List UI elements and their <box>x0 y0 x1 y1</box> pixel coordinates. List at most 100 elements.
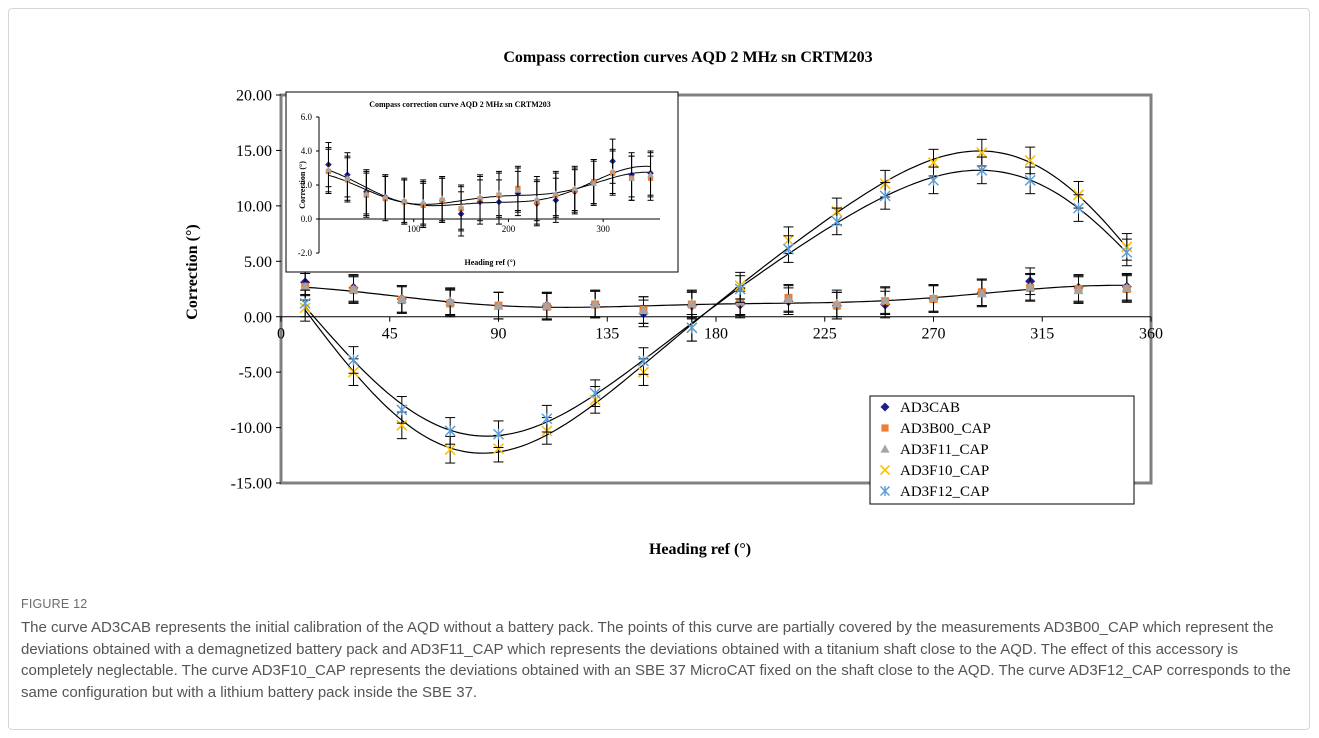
data-point <box>1024 174 1036 186</box>
main-plot: -15.00-10.00-5.000.005.0010.0015.0020.00… <box>231 88 1163 493</box>
data-point <box>638 355 649 367</box>
data-point <box>976 288 987 298</box>
trend-curve <box>328 171 651 205</box>
y-tick-label: 5.00 <box>244 254 272 271</box>
x-tick-label: 315 <box>1030 326 1054 343</box>
data-point <box>1024 154 1036 166</box>
series-ad3f11-cap <box>300 272 1132 324</box>
legend-marker <box>879 464 891 476</box>
y-tick-label: 0.00 <box>244 309 272 326</box>
x-tick-label: 100 <box>407 224 421 234</box>
figure-label: FIGURE 12 <box>21 597 88 611</box>
figure-caption: The curve AD3CAB represents the initial … <box>21 619 1291 701</box>
data-point <box>438 195 446 202</box>
x-tick-label: 300 <box>596 224 610 234</box>
x-axis-label: Heading ref (°) <box>649 541 751 558</box>
data-point <box>396 293 407 303</box>
data-point <box>686 322 698 334</box>
x-tick-label: 45 <box>382 326 398 343</box>
series-ad3b00-cap <box>300 272 1132 324</box>
legend-label: AD3B00_CAP <box>900 421 991 437</box>
data-point <box>493 300 504 310</box>
data-point <box>419 198 427 205</box>
y-tick-label: -10.00 <box>231 420 272 437</box>
data-point <box>400 197 408 203</box>
data-point <box>348 354 359 366</box>
y-tick-label: 0.0 <box>301 214 313 224</box>
legend-label: AD3F12_CAP <box>900 484 989 500</box>
data-point <box>590 298 601 308</box>
data-point <box>589 387 601 399</box>
data-point <box>396 404 408 416</box>
data-point <box>831 298 842 308</box>
y-tick-label: 10.00 <box>236 198 272 215</box>
legend-marker <box>880 402 890 412</box>
legend-marker <box>880 486 890 496</box>
data-point <box>686 298 697 308</box>
data-point <box>1073 202 1084 214</box>
x-tick-label: 180 <box>704 326 728 343</box>
chart-figure: Compass correction curves AQD 2 MHz sn C… <box>184 49 1163 558</box>
data-point <box>1073 285 1084 295</box>
legend-label: AD3CAB <box>900 400 960 416</box>
data-point <box>928 292 939 302</box>
inset-chart: Compass correction curve AQD 2 MHz sn CR… <box>285 91 679 273</box>
data-point <box>638 305 649 315</box>
y-tick-label: 6.0 <box>301 112 313 122</box>
data-point <box>609 168 616 175</box>
data-point <box>476 193 484 200</box>
data-point <box>457 203 465 210</box>
data-point <box>445 296 456 306</box>
data-point <box>831 215 843 227</box>
x-tick-label: 0 <box>277 326 285 343</box>
trend-curve <box>304 169 1128 437</box>
data-point <box>927 157 940 169</box>
data-point <box>628 174 635 181</box>
data-point <box>541 300 552 310</box>
x-tick-label: 270 <box>922 326 946 343</box>
x-tick-label: 90 <box>491 326 507 343</box>
data-point <box>928 174 939 186</box>
data-point <box>571 185 579 192</box>
y-tick-label: 20.00 <box>236 88 272 105</box>
data-point <box>976 164 988 176</box>
data-point <box>541 413 553 425</box>
x-tick-label: 135 <box>595 326 619 343</box>
data-point <box>444 425 456 437</box>
series-ad3f12-cap <box>299 156 1133 449</box>
y-tick-label: -15.00 <box>231 476 272 493</box>
data-point <box>382 193 389 200</box>
legend-marker <box>880 444 890 453</box>
series-triangle <box>325 147 654 230</box>
trend-curve <box>328 165 651 207</box>
y-tick-label: 15.00 <box>236 143 272 160</box>
data-point <box>976 147 988 159</box>
data-point <box>879 190 891 202</box>
data-point <box>880 295 891 305</box>
data-point <box>647 171 654 178</box>
legend-label: AD3F11_CAP <box>900 442 989 458</box>
data-point <box>552 190 560 197</box>
data-point <box>300 281 311 291</box>
data-point <box>444 444 456 456</box>
data-point <box>396 419 408 431</box>
x-tick-label: 360 <box>1139 326 1163 343</box>
plot-area <box>279 93 1153 485</box>
inset-x-axis-label: Heading ref (°) <box>464 258 515 267</box>
y-tick-label: 4.0 <box>301 146 313 156</box>
data-point <box>1121 246 1133 258</box>
data-point <box>492 443 505 455</box>
y-tick-label: 2.0 <box>301 180 313 190</box>
inset-y-axis-label: Correction (°) <box>298 161 307 209</box>
x-tick-label: 200 <box>502 224 516 234</box>
y-axis-label: Correction (°) <box>184 224 201 319</box>
data-point <box>734 283 746 295</box>
chart-title: Compass correction curves AQD 2 MHz sn C… <box>503 49 872 66</box>
data-point <box>514 186 522 193</box>
data-point <box>325 166 332 173</box>
data-point <box>1025 281 1036 291</box>
legend-marker <box>881 424 889 432</box>
y-tick-label: -2.0 <box>298 248 313 258</box>
legend-label: AD3F10_CAP <box>900 463 989 479</box>
data-point <box>344 174 351 181</box>
